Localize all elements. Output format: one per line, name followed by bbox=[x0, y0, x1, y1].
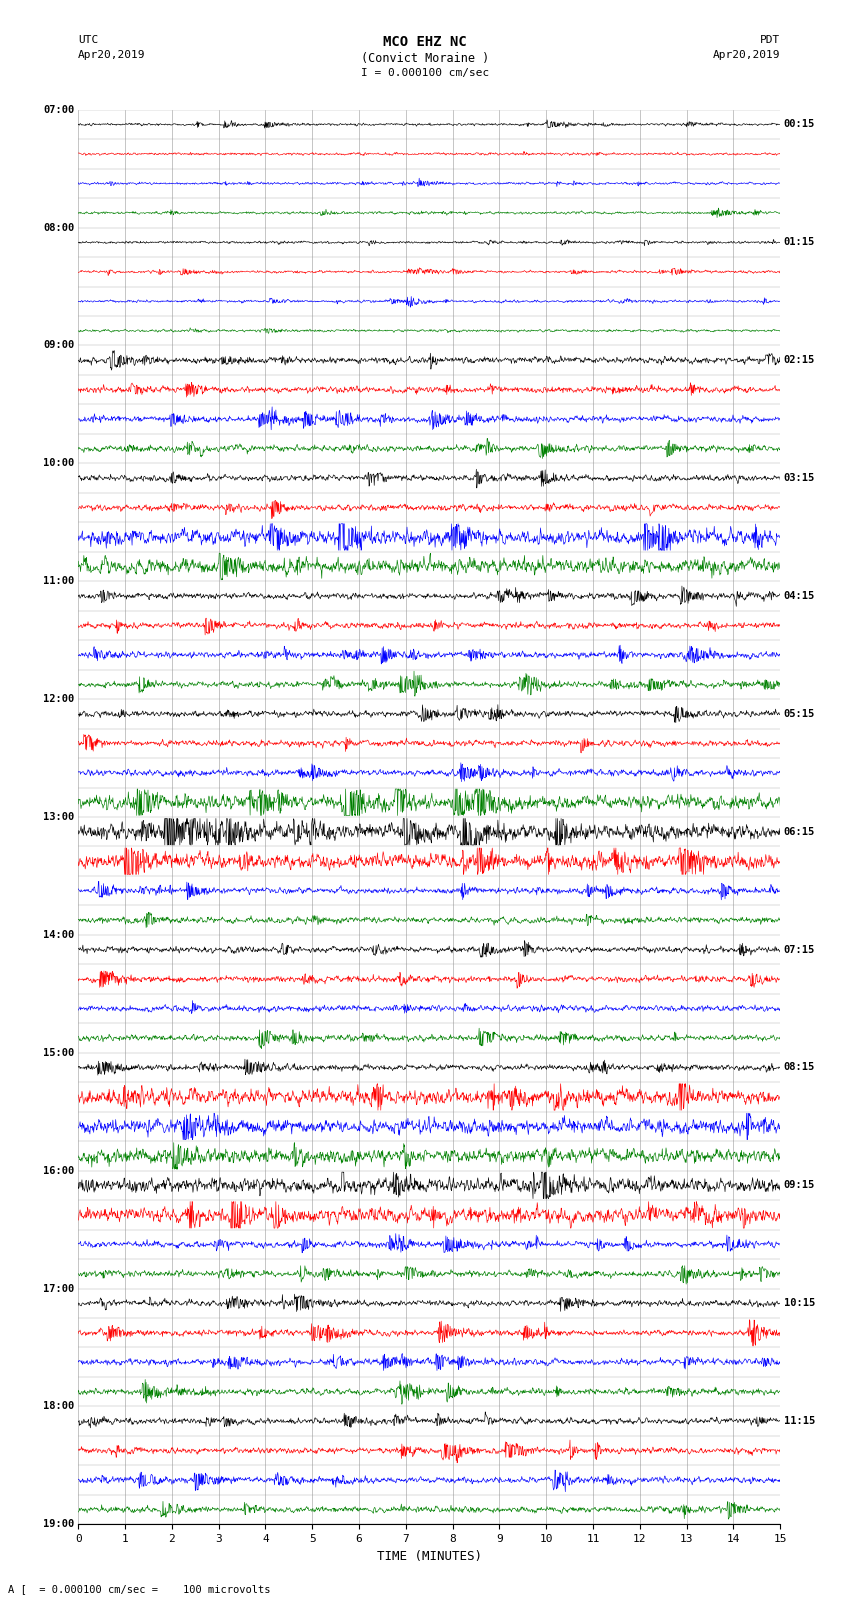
Text: 17:00: 17:00 bbox=[43, 1284, 75, 1294]
Text: Apr20,2019: Apr20,2019 bbox=[713, 50, 780, 60]
Text: 08:00: 08:00 bbox=[43, 223, 75, 232]
Text: 10:00: 10:00 bbox=[43, 458, 75, 468]
Text: 14:00: 14:00 bbox=[43, 929, 75, 940]
Text: 07:15: 07:15 bbox=[784, 945, 815, 955]
Text: 00:15: 00:15 bbox=[784, 119, 815, 129]
Text: 05:15: 05:15 bbox=[784, 708, 815, 719]
Text: 13:00: 13:00 bbox=[43, 811, 75, 823]
Text: 09:00: 09:00 bbox=[43, 340, 75, 350]
Text: 19:00: 19:00 bbox=[43, 1519, 75, 1529]
Text: 11:15: 11:15 bbox=[784, 1416, 815, 1426]
Text: 03:15: 03:15 bbox=[784, 473, 815, 482]
Text: 16:00: 16:00 bbox=[43, 1166, 75, 1176]
Text: 12:00: 12:00 bbox=[43, 694, 75, 705]
Text: 07:00: 07:00 bbox=[43, 105, 75, 115]
Text: MCO EHZ NC: MCO EHZ NC bbox=[383, 35, 467, 50]
Text: PDT: PDT bbox=[760, 35, 780, 45]
Text: 02:15: 02:15 bbox=[784, 355, 815, 365]
Text: 09:15: 09:15 bbox=[784, 1181, 815, 1190]
Text: A [  = 0.000100 cm/sec =    100 microvolts: A [ = 0.000100 cm/sec = 100 microvolts bbox=[8, 1584, 271, 1594]
Text: 18:00: 18:00 bbox=[43, 1402, 75, 1411]
Text: UTC: UTC bbox=[78, 35, 99, 45]
Text: 04:15: 04:15 bbox=[784, 590, 815, 602]
Text: 08:15: 08:15 bbox=[784, 1063, 815, 1073]
Text: Apr20,2019: Apr20,2019 bbox=[78, 50, 145, 60]
Text: 06:15: 06:15 bbox=[784, 827, 815, 837]
Text: (Convict Moraine ): (Convict Moraine ) bbox=[361, 52, 489, 65]
Text: I = 0.000100 cm/sec: I = 0.000100 cm/sec bbox=[361, 68, 489, 77]
Text: 01:15: 01:15 bbox=[784, 237, 815, 247]
Text: 11:00: 11:00 bbox=[43, 576, 75, 586]
X-axis label: TIME (MINUTES): TIME (MINUTES) bbox=[377, 1550, 482, 1563]
Text: 10:15: 10:15 bbox=[784, 1298, 815, 1308]
Text: 15:00: 15:00 bbox=[43, 1048, 75, 1058]
